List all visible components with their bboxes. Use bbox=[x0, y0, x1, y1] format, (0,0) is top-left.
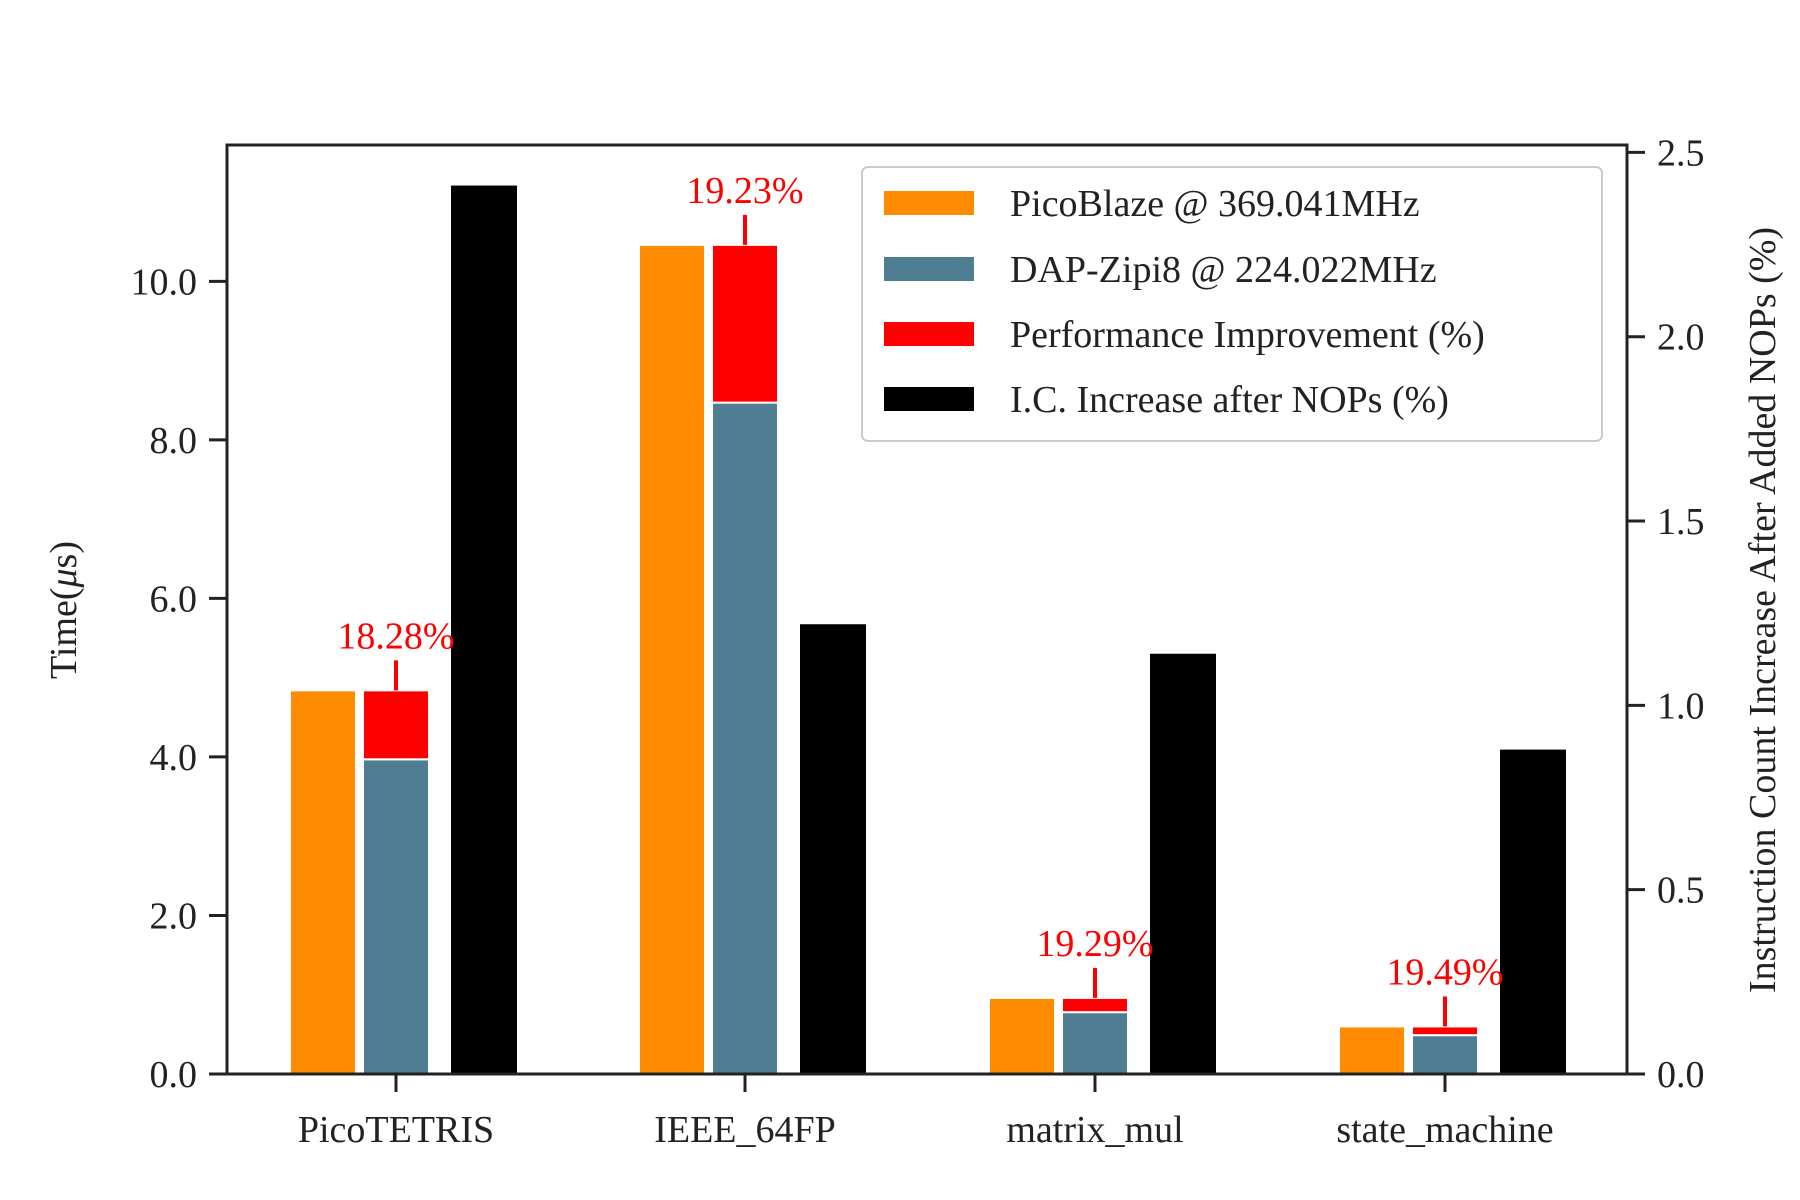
bars-layer bbox=[289, 185, 1566, 1076]
bar-performance-improvement-IEEE_64FP bbox=[711, 243, 779, 404]
left-tick-label-10.0: 10.0 bbox=[131, 261, 198, 303]
left-axis: 0.0 2.0 4.0 6.0 8.0 10.0 bbox=[131, 261, 227, 1096]
bar-performance-improvement-matrix_mul bbox=[1061, 996, 1129, 1014]
improvement-label-state_machine: 19.49% bbox=[1386, 951, 1503, 993]
right-tick-label-0.0: 0.0 bbox=[1657, 1054, 1705, 1096]
x-tick-label-PicoTETRIS: PicoTETRIS bbox=[298, 1109, 494, 1151]
bar-performance-improvement-state_machine bbox=[1411, 1025, 1479, 1037]
legend-label-ic-increase: I.C. Increase after NOPs (%) bbox=[1010, 379, 1449, 421]
x-tick-label-state_machine: state_machine bbox=[1336, 1109, 1553, 1151]
bar-dap-zipi8-matrix_mul bbox=[1061, 1011, 1129, 1076]
left-tick-label-0.0: 0.0 bbox=[150, 1054, 198, 1096]
right-tick-label-1.5: 1.5 bbox=[1657, 501, 1705, 543]
bar-picoblaze-matrix_mul bbox=[988, 996, 1056, 1075]
bar-picoblaze-state_machine bbox=[1338, 1025, 1406, 1076]
x-tick-label-IEEE_64FP: IEEE_64FP bbox=[654, 1109, 836, 1151]
x-tick-label-matrix_mul: matrix_mul bbox=[1006, 1109, 1183, 1151]
bar-ic-increase-matrix_mul bbox=[1150, 653, 1216, 1074]
bar-ic-increase-state_machine bbox=[1500, 749, 1566, 1074]
left-tick-label-2.0: 2.0 bbox=[150, 895, 198, 937]
right-axis-label: Instruction Count Increase After Added N… bbox=[1742, 227, 1784, 993]
plot-frame bbox=[225, 143, 1629, 1076]
left-tick-label-6.0: 6.0 bbox=[150, 578, 198, 620]
legend-swatch-ic-increase bbox=[884, 387, 974, 411]
legend-swatch-performance-improvement bbox=[884, 322, 974, 346]
right-tick-label-2.5: 2.5 bbox=[1657, 132, 1705, 174]
bar-picoblaze-PicoTETRIS bbox=[289, 689, 357, 1076]
improvement-label-PicoTETRIS: 18.28% bbox=[337, 615, 454, 657]
right-tick-label-1.0: 1.0 bbox=[1657, 685, 1705, 727]
right-axis: 0.0 0.5 1.0 1.5 2.0 2.5 bbox=[1627, 132, 1705, 1096]
bar-picoblaze-IEEE_64FP bbox=[638, 243, 706, 1075]
bar-dap-zipi8-PicoTETRIS bbox=[362, 758, 430, 1075]
legend-frame bbox=[861, 166, 1603, 442]
bar-ic-increase-PicoTETRIS bbox=[451, 185, 517, 1075]
bar-ic-increase-IEEE_64FP bbox=[800, 624, 866, 1074]
right-tick-label-2.0: 2.0 bbox=[1657, 317, 1705, 359]
bar-performance-improvement-PicoTETRIS bbox=[362, 689, 430, 761]
bar-dap-zipi8-state_machine bbox=[1411, 1034, 1479, 1075]
legend-swatch-dap-zipi8 bbox=[884, 257, 974, 281]
legend-swatch-picoblaze bbox=[884, 191, 974, 215]
bar-dap-zipi8-IEEE_64FP bbox=[711, 401, 779, 1075]
improvement-label-matrix_mul: 19.29% bbox=[1036, 923, 1153, 965]
improvement-label-IEEE_64FP: 19.23% bbox=[686, 170, 803, 212]
left-tick-label-8.0: 8.0 bbox=[150, 420, 198, 462]
legend-label-performance-improvement: Performance Improvement (%) bbox=[1010, 314, 1485, 356]
right-tick-label-0.5: 0.5 bbox=[1657, 870, 1705, 912]
annotations-layer: 18.28% 19.23% 19.29% 19.49% bbox=[337, 170, 1504, 1027]
left-axis-label: Time(μs) bbox=[43, 541, 85, 679]
left-tick-label-4.0: 4.0 bbox=[150, 737, 198, 779]
legend-label-picoblaze: PicoBlaze @ 369.041MHz bbox=[1010, 183, 1420, 225]
legend-label-dap-zipi8: DAP-Zipi8 @ 224.022MHz bbox=[1010, 249, 1437, 291]
x-axis: PicoTETRIS IEEE_64FP matrix_mul state_machi… bbox=[298, 1074, 1554, 1151]
legend: PicoBlaze @ 369.041MHz DAP-Zipi8 @ 224.0… bbox=[861, 166, 1603, 442]
